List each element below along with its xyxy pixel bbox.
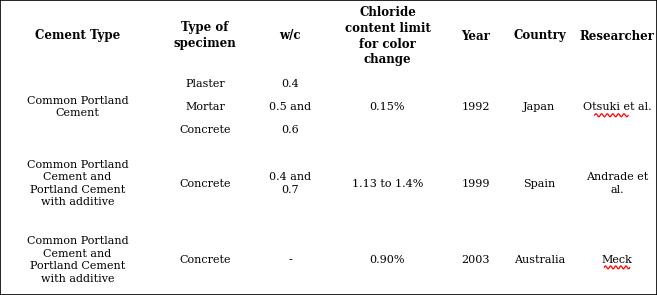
Text: 0.4 and
0.7: 0.4 and 0.7 <box>269 172 311 195</box>
Text: Andrade et
al.: Andrade et al. <box>586 172 648 195</box>
Text: Chloride
content limit
for color
change: Chloride content limit for color change <box>344 6 430 66</box>
Text: 2003: 2003 <box>462 255 490 265</box>
Bar <box>155 0 255 72</box>
Text: 1999: 1999 <box>462 178 490 189</box>
Bar <box>155 142 255 225</box>
Bar <box>155 225 255 295</box>
Text: 0.4: 0.4 <box>281 79 299 89</box>
Text: Otsuki et al.: Otsuki et al. <box>583 102 651 112</box>
Bar <box>0 142 155 225</box>
Text: Spain: Spain <box>524 178 556 189</box>
Text: Mortar: Mortar <box>185 102 225 112</box>
Text: Researcher: Researcher <box>579 30 654 42</box>
Bar <box>255 142 325 225</box>
Text: 0.15%: 0.15% <box>370 102 405 112</box>
Bar <box>155 72 255 95</box>
Bar <box>450 0 502 72</box>
Text: 0.90%: 0.90% <box>370 255 405 265</box>
Text: Common Portland
Cement and
Portland Cement
with additive: Common Portland Cement and Portland Ceme… <box>27 236 128 283</box>
Bar <box>155 119 255 142</box>
Bar <box>0 0 155 72</box>
Text: w/c: w/c <box>279 30 301 42</box>
Text: 0.6: 0.6 <box>281 125 299 135</box>
Bar <box>450 142 502 225</box>
Bar <box>577 72 657 142</box>
Text: Common Portland
Cement: Common Portland Cement <box>27 96 128 118</box>
Bar <box>325 0 450 72</box>
Bar <box>502 225 577 295</box>
Text: Type of
specimen: Type of specimen <box>173 22 237 50</box>
Bar <box>255 119 325 142</box>
Text: 1.13 to 1.4%: 1.13 to 1.4% <box>351 178 423 189</box>
Bar <box>577 142 657 225</box>
Bar <box>255 72 325 95</box>
Bar <box>325 72 450 142</box>
Bar <box>155 95 255 119</box>
Text: Common Portland
Cement and
Portland Cement
with additive: Common Portland Cement and Portland Ceme… <box>27 160 128 207</box>
Text: Meck: Meck <box>602 255 633 265</box>
Text: -: - <box>288 255 292 265</box>
Text: Country: Country <box>513 30 566 42</box>
Text: Year: Year <box>462 30 490 42</box>
Text: 1992: 1992 <box>462 102 490 112</box>
Bar <box>255 225 325 295</box>
Bar <box>450 225 502 295</box>
Bar <box>577 225 657 295</box>
Bar <box>502 72 577 142</box>
Text: Concrete: Concrete <box>179 178 231 189</box>
Text: Concrete: Concrete <box>179 125 231 135</box>
Text: 0.5 and: 0.5 and <box>269 102 311 112</box>
Bar <box>325 142 450 225</box>
Bar <box>502 142 577 225</box>
Text: Japan: Japan <box>524 102 556 112</box>
Bar <box>0 225 155 295</box>
Bar <box>502 0 577 72</box>
Text: Australia: Australia <box>514 255 565 265</box>
Text: Plaster: Plaster <box>185 79 225 89</box>
Bar <box>325 225 450 295</box>
Text: Concrete: Concrete <box>179 255 231 265</box>
Bar <box>450 72 502 142</box>
Bar <box>255 95 325 119</box>
Bar <box>255 0 325 72</box>
Bar <box>0 72 155 142</box>
Bar <box>577 0 657 72</box>
Text: Cement Type: Cement Type <box>35 30 120 42</box>
